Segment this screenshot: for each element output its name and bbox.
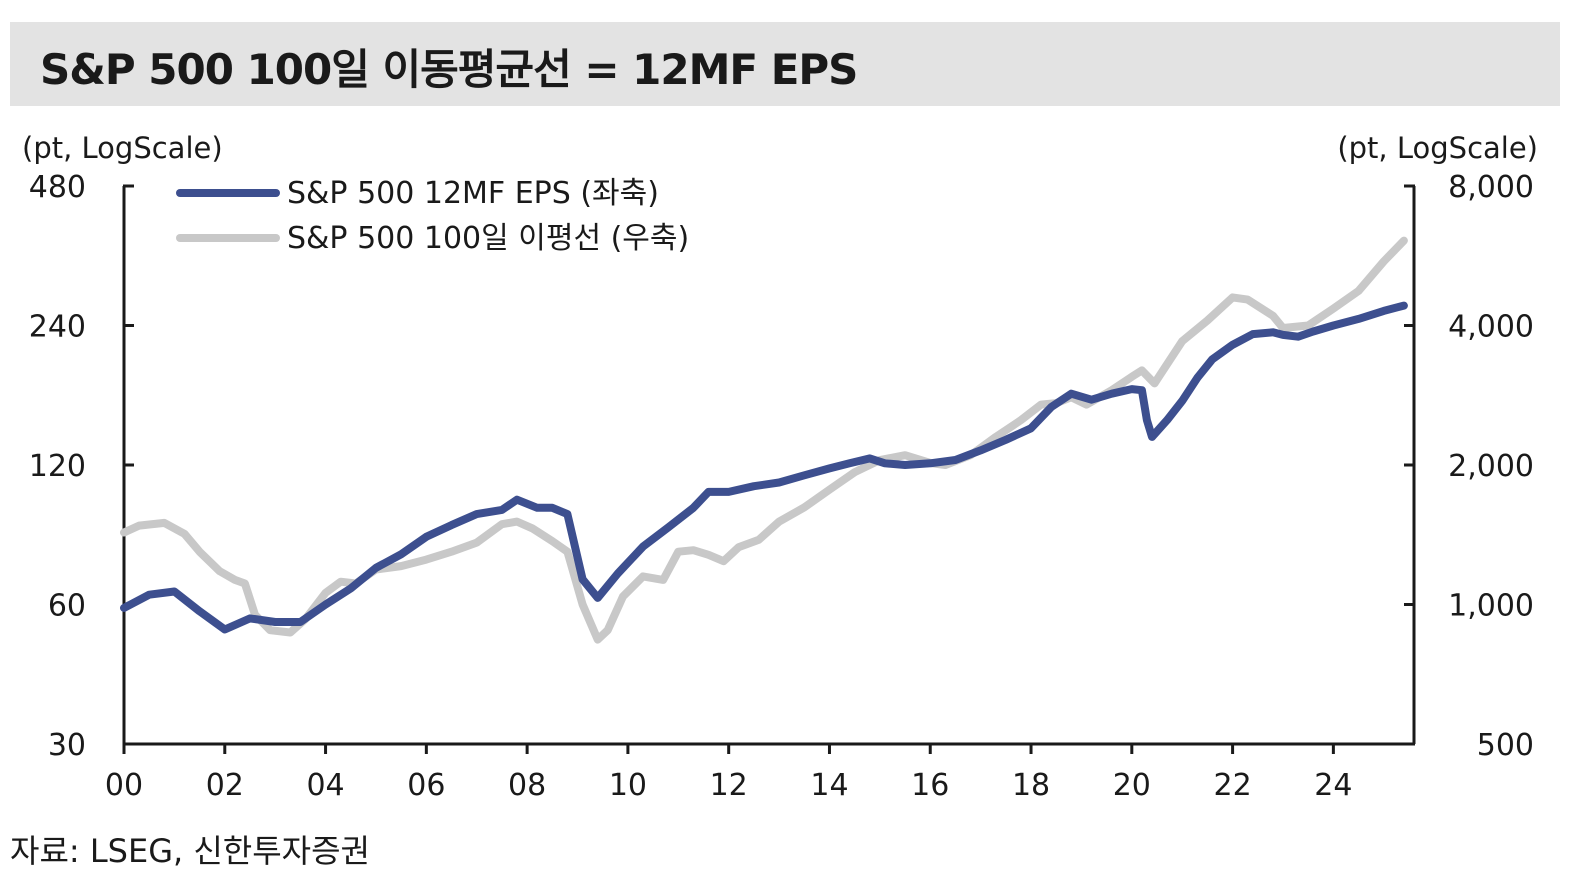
- eps-series-line: [124, 306, 1404, 630]
- x-tick-label: 12: [710, 768, 748, 803]
- left-tick-label: 240: [29, 310, 86, 345]
- x-tick-label: 02: [206, 768, 244, 803]
- left-tick-label: 120: [29, 449, 86, 484]
- right-tick-label: 500: [1477, 728, 1534, 763]
- axes-layer: 480 240 120 60 30 8,000 4,000 2,000 1,000 500 00 02…: [29, 170, 1534, 803]
- left-tick-label: 60: [48, 589, 86, 624]
- x-tick-label: 00: [105, 768, 143, 803]
- series-layer: [124, 241, 1404, 640]
- legend-label-ma: S&P 500 100일 이평선 (우축): [287, 221, 689, 256]
- x-tick-label: 24: [1314, 768, 1352, 803]
- left-tick-label: 30: [48, 728, 86, 763]
- x-tick-label: 16: [911, 768, 949, 803]
- right-tick-label: 4,000: [1448, 310, 1534, 345]
- x-tick-label: 18: [1012, 768, 1050, 803]
- chart: 480 240 120 60 30 8,000 4,000 2,000 1,000 500 00 02…: [0, 0, 1570, 882]
- x-tick-label: 14: [810, 768, 848, 803]
- x-tick-label: 06: [407, 768, 445, 803]
- left-tick-label: 480: [29, 170, 86, 205]
- ma-series-line: [124, 241, 1404, 640]
- right-tick-label: 2,000: [1448, 449, 1534, 484]
- right-tick-label: 1,000: [1448, 589, 1534, 624]
- left-axis-unit: (pt, LogScale): [22, 131, 223, 165]
- x-tick-label: 22: [1214, 768, 1252, 803]
- right-axis-unit: (pt, LogScale): [1337, 131, 1538, 165]
- x-tick-label: 08: [508, 768, 546, 803]
- legend-label-eps: S&P 500 12MF EPS (좌축): [287, 176, 659, 211]
- right-tick-label: 8,000: [1448, 170, 1534, 205]
- x-tick-label: 04: [306, 768, 344, 803]
- x-tick-label: 10: [609, 768, 647, 803]
- x-tick-label: 20: [1113, 768, 1151, 803]
- legend: S&P 500 12MF EPS (좌축) S&P 500 100일 이평선 (…: [180, 176, 689, 256]
- source-note: 자료: LSEG, 신한투자증권: [10, 826, 370, 872]
